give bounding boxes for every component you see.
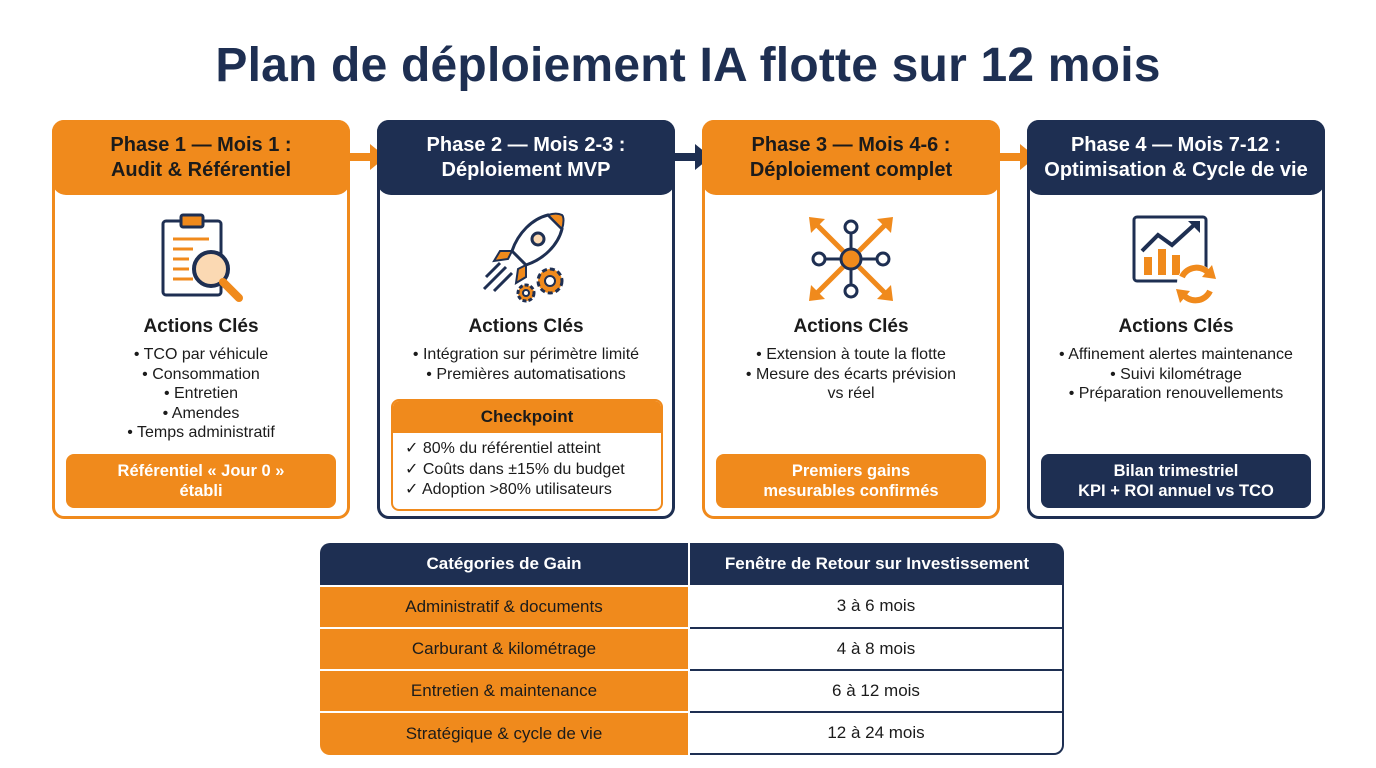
phase-4-card: Phase 4 — Mois 7-12 : Optimisation & Cyc…: [1027, 120, 1325, 519]
phase-4-title-line1: Phase 4 — Mois 7-12 :: [1070, 133, 1282, 156]
phase-3-card: Phase 3 — Mois 4-6 : Déploiement complet…: [702, 120, 1000, 519]
table-row: Entretien & maintenance 6 à 12 mois: [320, 669, 1064, 711]
phase-3-result-line2: mesurables confirmés: [763, 482, 939, 500]
phase-2-title-line2: Déploiement MVP: [441, 158, 611, 181]
list-item: • Suivi kilométrage: [1110, 365, 1242, 383]
chart-cycle-icon: [1030, 211, 1322, 307]
phase-2-header: Phase 2 — Mois 2-3 : Déploiement MVP: [377, 120, 675, 195]
list-item: ✓ Coûts dans ±15% du budget: [405, 460, 625, 478]
list-item: • Consommation: [142, 365, 260, 383]
phase-4-result-line1: Bilan trimestriel: [1113, 462, 1239, 480]
phase-3-title-line2: Déploiement complet: [749, 158, 953, 181]
list-item: vs réel: [827, 385, 875, 402]
window-cell: 3 à 6 mois: [690, 585, 1064, 627]
category-cell: Carburant & kilométrage: [320, 627, 690, 669]
list-item: • Extension à toute la flotte: [756, 346, 946, 363]
list-item: ✓ 80% du référentiel atteint: [405, 440, 601, 457]
phase-1-title-line2: Audit & Référentiel: [110, 158, 292, 181]
table-row: Stratégique & cycle de vie 12 à 24 mois: [320, 711, 1064, 755]
checkpoint-list: ✓ 80% du référentiel atteint ✓ Coûts dan…: [393, 433, 661, 501]
category-cell: Administratif & documents: [320, 585, 690, 627]
phase-4-actions-title: Actions Clés: [1118, 316, 1234, 337]
list-item: • Mesure des écarts prévision: [745, 365, 957, 383]
list-item: • Affinement alertes maintenance: [1059, 346, 1293, 363]
phase-1-card: Phase 1 — Mois 1 : Audit & Référentiel A…: [52, 120, 350, 519]
phase-3-result-line1: Premiers gains: [791, 462, 911, 480]
phase-4-actions-list: • Affinement alertes maintenance • Suivi…: [1030, 345, 1322, 404]
page-title: Plan de déploiement IA flotte sur 12 moi…: [215, 39, 1161, 92]
phase-3-header: Phase 3 — Mois 4-6 : Déploiement complet: [702, 120, 1000, 195]
list-item: • TCO par véhicule: [133, 346, 269, 363]
phase-1-header: Phase 1 — Mois 1 : Audit & Référentiel: [52, 120, 350, 195]
header-window: Fenêtre de Retour sur Investissement: [690, 543, 1064, 585]
window-cell: 4 à 8 mois: [690, 627, 1064, 669]
phase-3-title-line1: Phase 3 — Mois 4-6 :: [751, 133, 951, 156]
table-row: Administratif & documents 3 à 6 mois: [320, 585, 1064, 627]
table-row: Carburant & kilométrage 4 à 8 mois: [320, 627, 1064, 669]
clipboard-magnifier-icon: [55, 211, 347, 307]
phase-2-checkpoint: Checkpoint ✓ 80% du référentiel atteint …: [391, 399, 663, 511]
phase-2-card: Phase 2 — Mois 2-3 : Déploiement MVP Act…: [377, 120, 675, 519]
phase-3-actions-list: • Extension à toute la flotte • Mesure d…: [705, 345, 997, 404]
list-item: • Intégration sur périmètre limité: [412, 346, 640, 363]
roi-table: Catégories de Gain Fenêtre de Retour sur…: [320, 543, 1064, 755]
phase-1-result: Référentiel « Jour 0 » établi: [66, 454, 336, 508]
header-category: Catégories de Gain: [320, 543, 690, 585]
table-header-row: Catégories de Gain Fenêtre de Retour sur…: [320, 543, 1064, 585]
phase-1-result-line1: Référentiel « Jour 0 »: [117, 462, 285, 480]
rocket-gears-icon: [380, 211, 672, 307]
list-item: ✓ Adoption >80% utilisateurs: [405, 481, 612, 498]
list-item: • Temps administratif: [127, 424, 275, 441]
phase-4-result-line2: KPI + ROI annuel vs TCO: [1078, 482, 1274, 500]
list-item: • Entretien: [163, 385, 239, 402]
phase-2-title-line1: Phase 2 — Mois 2-3 :: [426, 133, 626, 156]
list-item: • Premières automatisations: [426, 365, 626, 383]
phase-1-result-line2: établi: [179, 482, 223, 500]
phase-1-actions-title: Actions Clés: [143, 316, 259, 337]
network-expand-icon: [705, 211, 997, 307]
phase-4-header: Phase 4 — Mois 7-12 : Optimisation & Cyc…: [1027, 120, 1325, 195]
category-cell: Entretien & maintenance: [320, 669, 690, 711]
phase-1-title-line1: Phase 1 — Mois 1 :: [110, 133, 292, 156]
checkpoint-title: Checkpoint: [393, 401, 661, 433]
phase-3-result: Premiers gains mesurables confirmés: [716, 454, 986, 508]
category-cell: Stratégique & cycle de vie: [320, 711, 690, 755]
window-cell: 6 à 12 mois: [690, 669, 1064, 711]
window-cell: 12 à 24 mois: [690, 711, 1064, 755]
list-item: • Amendes: [162, 404, 240, 422]
phase-4-title-line2: Optimisation & Cycle de vie: [1044, 158, 1308, 181]
phase-2-actions-title: Actions Clés: [468, 316, 584, 337]
phase-4-result: Bilan trimestriel KPI + ROI annuel vs TC…: [1041, 454, 1311, 508]
phase-3-actions-title: Actions Clés: [793, 316, 909, 337]
phase-2-actions-list: • Intégration sur périmètre limité • Pre…: [380, 345, 672, 384]
phase-1-actions-list: • TCO par véhicule • Consommation • Entr…: [55, 345, 347, 443]
list-item: • Préparation renouvellements: [1068, 385, 1284, 402]
